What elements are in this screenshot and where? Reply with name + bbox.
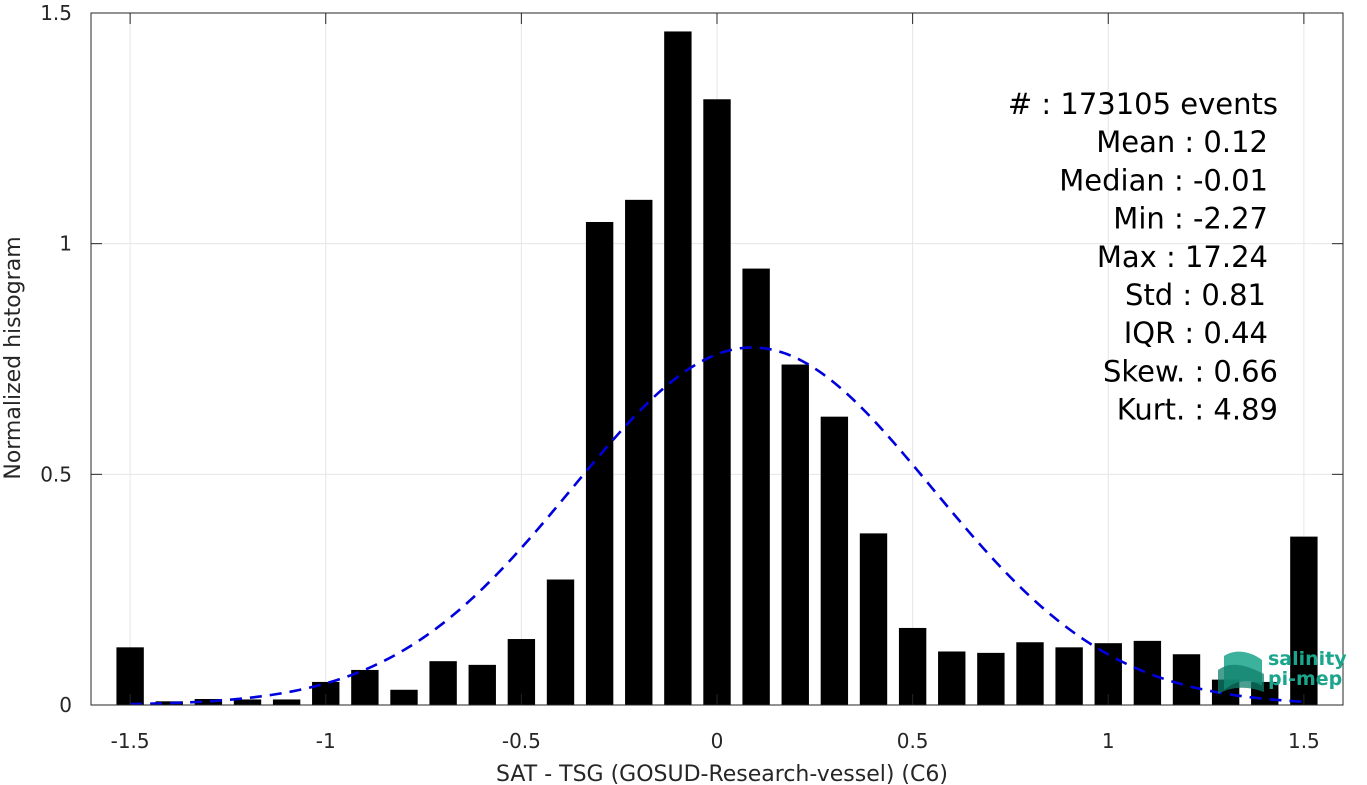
histogram-bar-16 <box>742 268 770 705</box>
histogram-bar-19 <box>859 533 888 705</box>
histogram-bar-18 <box>820 416 849 705</box>
histogram-bar-2 <box>194 699 223 705</box>
logo-line2: pi-mep <box>1268 668 1342 690</box>
y-tick-label-1: 0.5 <box>40 462 72 486</box>
stats-line-8: Kurt. : 4.89 <box>1117 393 1278 427</box>
histogram-bar-9 <box>468 664 496 705</box>
y-tick-label-2: 1 <box>59 232 72 256</box>
histogram-bar-14 <box>664 31 692 706</box>
x-tick-label-5: 1 <box>1102 729 1115 753</box>
stats-line-6: IQR : 0.44 <box>1124 316 1268 350</box>
histogram-bar-24 <box>1055 647 1083 705</box>
y-tick-label-0: 0 <box>59 693 72 717</box>
logo-line1: salinity <box>1268 648 1347 670</box>
stats-line-7: Skew. : 0.66 <box>1103 354 1278 388</box>
axis-ticks <box>91 12 1343 706</box>
histogram-bar-27 <box>1172 654 1201 705</box>
histogram-bar-17 <box>781 364 809 705</box>
x-tick-label-3: 0 <box>711 729 724 753</box>
histogram-bar-21 <box>938 651 966 705</box>
histogram-bar-20 <box>898 627 927 705</box>
histogram-bar-30 <box>1290 536 1318 705</box>
histogram-bar-4 <box>272 699 301 705</box>
gaussian-fit-curve <box>130 346 1304 706</box>
y-tick-label-3: 1.5 <box>40 1 72 25</box>
x-tick-label-2: -0.5 <box>502 729 541 753</box>
x-axis-label: SAT - TSG (GOSUD-Research-vessel) (C6) <box>496 762 948 785</box>
stats-box: # : 173105 events Mean : 0.12 Median : -0.… <box>1008 87 1278 427</box>
x-tick-label-4: 0.5 <box>897 729 929 753</box>
histogram-bar-13 <box>625 199 653 705</box>
histogram-bar-26 <box>1133 640 1162 705</box>
y-tick-labels: 0 0.5 1 1.5 <box>40 1 72 717</box>
histogram-bar-11 <box>546 579 575 705</box>
histogram-bar-23 <box>1016 642 1044 705</box>
stats-line-0: # : 173105 events <box>1008 87 1278 121</box>
histogram-bar-1 <box>155 701 183 705</box>
x-tick-label-0: -1.5 <box>111 729 150 753</box>
histogram-bar-7 <box>390 689 418 705</box>
histogram-bar-8 <box>429 661 457 705</box>
stats-line-4: Max : 17.24 <box>1097 240 1268 274</box>
histogram-bar-6 <box>351 669 379 705</box>
histogram-bar-15 <box>703 99 731 705</box>
stats-line-5: Std : 0.81 <box>1125 278 1266 312</box>
stats-line-1: Mean : 0.12 <box>1096 125 1268 159</box>
histogram-bars <box>116 31 1318 706</box>
histogram-bar-12 <box>585 221 614 705</box>
x-tick-label-1: -1 <box>316 729 336 753</box>
histogram-bar-5 <box>312 681 340 705</box>
salinity-pimep-logo: salinity pi-mep <box>1218 648 1347 694</box>
x-tick-label-6: 1.5 <box>1288 729 1320 753</box>
histogram-bar-3 <box>233 699 262 705</box>
stats-line-2: Median : -0.01 <box>1059 163 1268 197</box>
stats-line-3: Min : -2.27 <box>1113 202 1268 236</box>
y-axis-label: Normalized histogram <box>1 236 26 479</box>
histogram-bar-22 <box>977 652 1005 705</box>
x-tick-labels: -1.5 -1 -0.5 0 0.5 1 1.5 <box>111 729 1320 753</box>
